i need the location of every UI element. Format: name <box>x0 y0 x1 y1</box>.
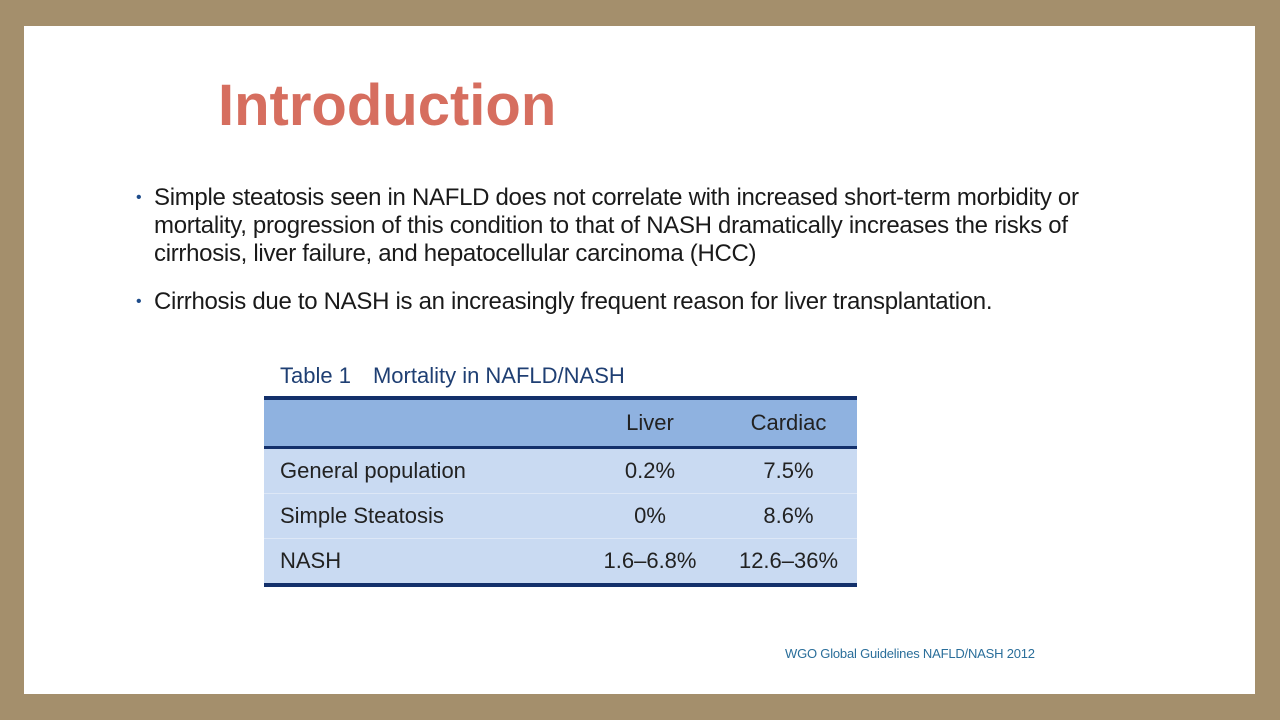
header-cell-label <box>264 400 580 449</box>
table-row: Simple Steatosis 0% 8.6% <box>264 493 857 539</box>
row-cardiac-value: 12.6–36% <box>720 538 857 583</box>
row-label: Simple Steatosis <box>264 493 580 539</box>
bullet-dot-icon: • <box>136 293 142 310</box>
table-row: NASH 1.6–6.8% 12.6–36% <box>264 538 857 583</box>
row-label: NASH <box>264 538 580 583</box>
row-liver-value: 0.2% <box>624 458 676 483</box>
bullet-text: Simple steatosis seen in NAFLD does not … <box>154 184 1079 267</box>
slide-title: Introduction <box>218 73 557 138</box>
row-label: General population <box>280 458 466 483</box>
row-liver-value: 1.6–6.8% <box>580 538 720 583</box>
table-header-row: Liver Cardiac <box>264 400 857 449</box>
header-cell-cardiac: Cardiac <box>720 400 857 449</box>
source-citation: WGO Global Guidelines NAFLD/NASH 2012 <box>785 646 1035 661</box>
row-cardiac-value: 7.5% <box>763 458 814 483</box>
row-liver-value: 0% <box>580 493 720 539</box>
mortality-table: Liver Cardiac General population 0.2% 7.… <box>264 400 857 583</box>
bullet-item: • Cirrhosis due to NASH is an increasing… <box>134 288 1134 316</box>
bullet-item: • Simple steatosis seen in NAFLD does no… <box>134 184 1134 268</box>
bullet-text: Cirrhosis due to NASH is an increasingly… <box>154 288 993 315</box>
bullet-dot-icon: • <box>136 189 142 206</box>
header-cell-liver: Liver <box>580 400 720 449</box>
table-caption-text: Mortality in NAFLD/NASH <box>372 363 625 388</box>
table-caption: Table 1 Mortality in NAFLD/NASH <box>280 362 625 390</box>
table-row: General population 0.2% 7.5% <box>264 447 857 494</box>
bullet-list: • Simple steatosis seen in NAFLD does no… <box>134 184 1134 336</box>
slide: Introduction • Simple steatosis seen in … <box>24 26 1255 694</box>
mortality-table-wrapper: Liver Cardiac General population 0.2% 7.… <box>264 396 857 587</box>
row-cardiac-value: 8.6% <box>720 493 857 539</box>
table-caption-number: Table 1 <box>280 363 351 388</box>
